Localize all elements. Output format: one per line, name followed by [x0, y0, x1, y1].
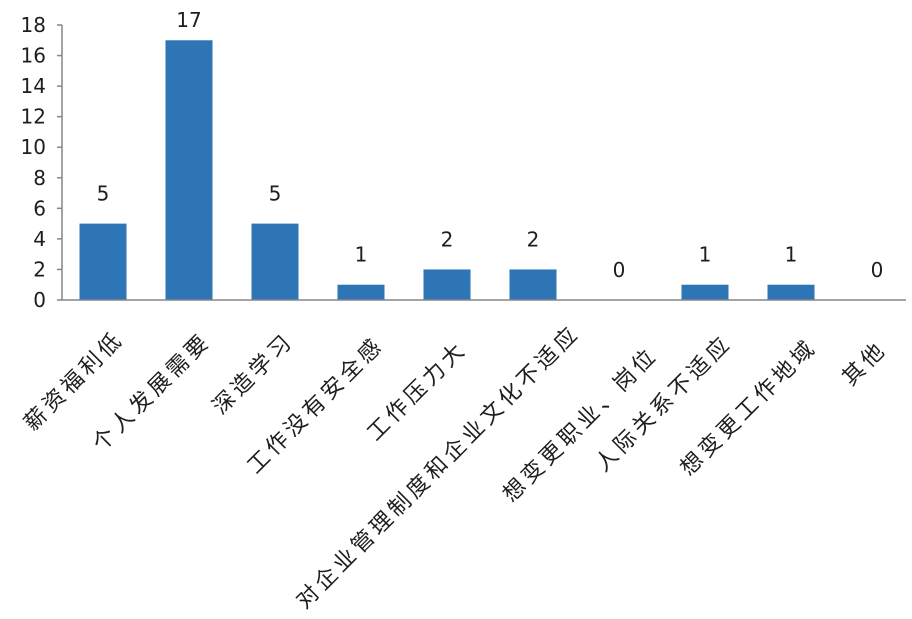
- data-label: 1: [785, 243, 798, 267]
- y-tick-label: 4: [33, 227, 46, 251]
- bar: [681, 284, 729, 300]
- plot-area: 5 17 5 1 2 2 0 1 1 0: [79, 8, 884, 301]
- x-axis: 薪资福利低个人发展需要深造学习工作没有安全感工作压力大对企业管理制度和企业文化不…: [20, 299, 906, 614]
- data-label: 17: [176, 8, 201, 32]
- data-label: 1: [355, 243, 368, 267]
- y-tick-marks: [57, 24, 62, 301]
- y-tick-label: 0: [33, 288, 46, 312]
- bar: [767, 284, 815, 300]
- y-axis: 0 2 4 6 8 10 12 14 16 18: [21, 13, 63, 312]
- y-tick-label: 16: [21, 44, 46, 68]
- bar: [423, 269, 471, 300]
- data-label: 0: [871, 258, 884, 282]
- y-tick-label: 2: [33, 257, 46, 281]
- data-label: 0: [613, 258, 626, 282]
- x-tick-label: 深造学习: [208, 329, 299, 420]
- y-tick-label: 18: [21, 13, 46, 37]
- bar: [337, 284, 385, 300]
- data-label: 2: [441, 227, 454, 251]
- x-tick-labels: 薪资福利低个人发展需要深造学习工作没有安全感工作压力大对企业管理制度和企业文化不…: [20, 321, 893, 614]
- y-tick-label: 14: [21, 74, 46, 98]
- bar: [509, 269, 557, 300]
- x-tick-label: 其他: [838, 337, 892, 391]
- data-label: 1: [699, 243, 712, 267]
- data-label: 5: [269, 182, 282, 206]
- y-tick-label: 6: [33, 196, 46, 220]
- bars: [79, 40, 815, 301]
- y-tick-label: 12: [21, 105, 46, 129]
- bar: [165, 40, 213, 301]
- y-tick-label: 10: [21, 135, 46, 159]
- y-tick-labels: 0 2 4 6 8 10 12 14 16 18: [21, 13, 46, 312]
- data-labels: 5 17 5 1 2 2 0 1 1 0: [97, 8, 884, 282]
- data-label: 2: [527, 227, 540, 251]
- y-tick-label: 8: [33, 166, 46, 190]
- data-label: 5: [97, 182, 110, 206]
- bar: [79, 223, 127, 300]
- bar: [251, 223, 299, 300]
